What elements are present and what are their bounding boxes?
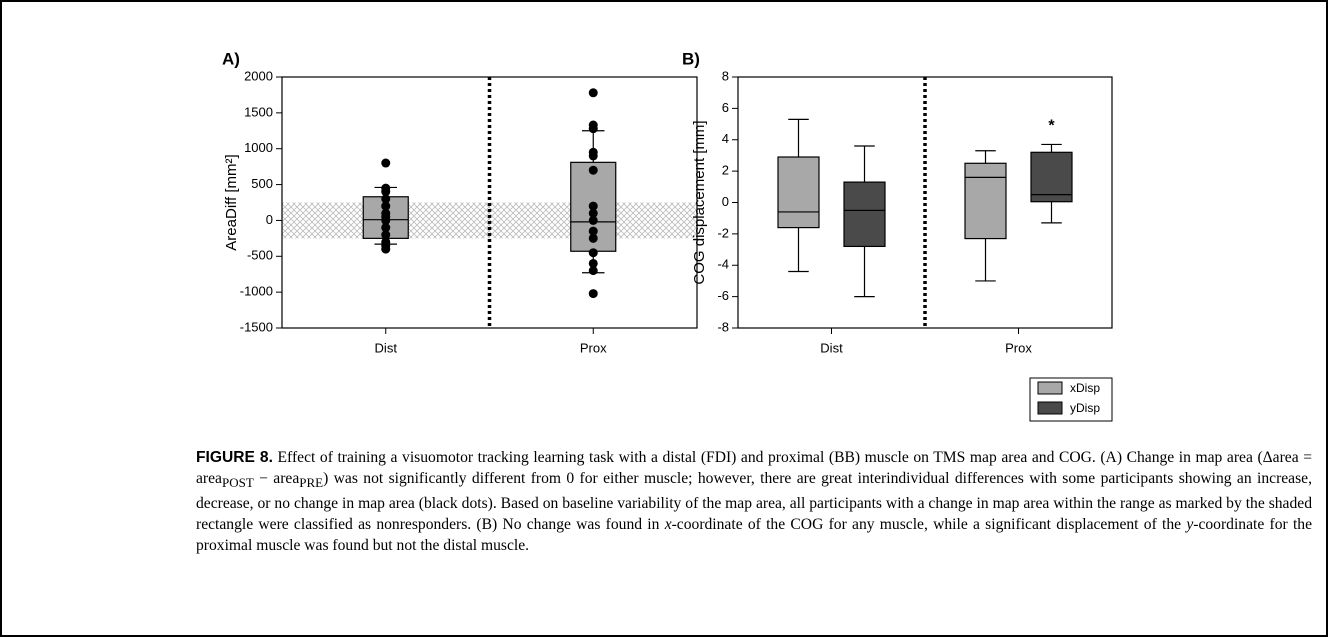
box [964, 162, 1007, 240]
y-tick-label: 1000 [244, 140, 273, 155]
box [1030, 151, 1073, 203]
legend-swatch [1037, 401, 1063, 415]
data-point [588, 88, 598, 98]
data-point [588, 266, 598, 276]
data-point [381, 201, 391, 211]
legend-label: yDisp [1070, 401, 1100, 415]
data-point [588, 151, 598, 161]
data-point [588, 226, 598, 236]
legend-label: xDisp [1070, 381, 1100, 395]
data-point [588, 124, 598, 134]
y-tick-label: -1000 [240, 284, 273, 299]
caption: FIGURE 8. Effect of training a visuomoto… [196, 447, 1312, 556]
y-tick-label: -6 [717, 288, 729, 303]
significance-mark: * [1048, 118, 1055, 135]
caption-sub: POST [221, 475, 254, 491]
data-point [588, 215, 598, 225]
data-point [381, 194, 391, 204]
data-point [588, 233, 598, 243]
caption-label: FIGURE 8. [196, 449, 273, 466]
data-point [381, 158, 391, 168]
y-tick-label: 2000 [244, 68, 273, 83]
y-tick-label: 0 [722, 194, 729, 209]
box [777, 156, 820, 229]
caption-italic: x [664, 516, 672, 534]
y-tick-label: -1500 [240, 319, 273, 334]
y-axis-label: COG displacement [mm] [691, 120, 708, 284]
y-tick-label: 0 [266, 212, 273, 227]
caption-text: -coordinate for the proximal muscle was … [196, 516, 1312, 555]
y-tick-label: 1500 [244, 104, 273, 119]
panel-title: B) [682, 49, 700, 68]
caption-text: Effect of training a visuomotor tracking… [196, 449, 1312, 487]
data-point [381, 244, 391, 254]
data-point [381, 230, 391, 240]
y-tick-label: 4 [722, 131, 729, 146]
box [843, 181, 886, 248]
panel-title: A) [222, 49, 240, 68]
data-point [381, 187, 391, 197]
x-tick-label: Dist [375, 340, 398, 355]
y-axis-label: AreaDiff [mm²] [223, 154, 240, 250]
caption-text: ) was not significantly different from 0… [196, 470, 1312, 534]
y-tick-label: 8 [722, 68, 729, 83]
legend-swatch [1037, 381, 1063, 395]
data-point [588, 248, 598, 258]
nonresponder-band [282, 202, 697, 239]
y-tick-label: 500 [251, 176, 273, 191]
data-point [588, 258, 598, 268]
caption-sub: PRE [299, 475, 324, 491]
data-point [588, 289, 598, 299]
x-tick-label: Prox [580, 340, 607, 355]
y-tick-label: -500 [247, 248, 273, 263]
x-tick-label: Dist [820, 340, 843, 355]
data-point [588, 201, 598, 211]
data-point [588, 165, 598, 175]
caption-text: -coordinate of the COG for any muscle, w… [671, 516, 1187, 534]
caption-text: − area [253, 470, 300, 487]
y-tick-label: 6 [722, 100, 729, 115]
y-tick-label: -8 [717, 319, 729, 334]
y-tick-label: -2 [717, 225, 729, 240]
y-tick-label: -4 [717, 257, 729, 272]
figure: A) AreaDiff [mm²] -1500 -1000 -500 0 500 1000 15… [222, 49, 1113, 422]
data-point [588, 208, 598, 218]
y-tick-label: 2 [722, 163, 729, 178]
data-point [381, 223, 391, 233]
data-point [381, 215, 391, 225]
x-tick-label: Prox [1005, 340, 1032, 355]
caption-italic: y [1186, 516, 1194, 534]
